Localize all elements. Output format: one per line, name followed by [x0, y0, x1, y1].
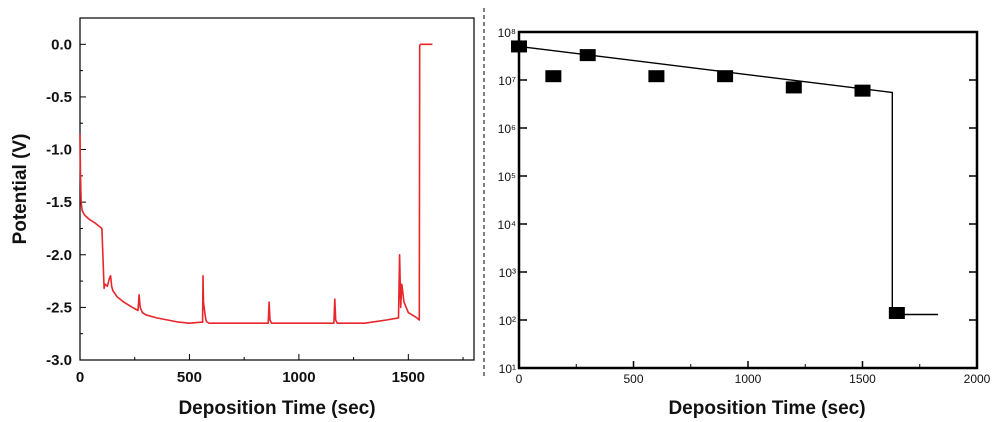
x-tick-label: 500	[623, 372, 643, 386]
data-point-marker	[854, 84, 871, 97]
fit-line	[518, 45, 939, 316]
y-tick-label: -0.5	[46, 89, 72, 106]
y-tick-label: 0.0	[51, 36, 72, 53]
x-tick-label: 2000	[964, 372, 991, 386]
y-tick-label: 10⁴	[497, 218, 516, 232]
data-point-marker	[545, 70, 562, 83]
x-tick-label: 1000	[282, 369, 315, 386]
x-tick-label: 500	[177, 369, 202, 386]
x-tick-label: 0	[76, 369, 84, 386]
log-plot-frame	[517, 30, 979, 370]
y-tick-label: 10⁶	[498, 122, 516, 136]
x-tick-label: 0	[516, 372, 523, 386]
x-tick-label: 1500	[849, 372, 876, 386]
potential-x-axis-title: Deposition Time (sec)	[178, 398, 375, 419]
y-tick-label: -3.0	[46, 352, 72, 369]
log-y-ticks: 10¹ 10² 10³ 10⁴ 10⁵ 10⁶ 10⁷ 10⁸	[497, 26, 977, 376]
y-tick-label: 10²	[499, 314, 516, 328]
potential-line	[79, 43, 433, 325]
y-tick-label: 10⁵	[498, 170, 516, 184]
potential-x-ticks: 0 500 1000 1500	[76, 354, 464, 386]
log-scale-chart: 0 500 1000 1500 2000 10¹10²10³10⁴10⁵10⁶10⁷10…	[483, 8, 991, 419]
y-tick-label: -2.5	[46, 299, 72, 316]
data-point-marker	[785, 81, 802, 94]
data-point-marker	[648, 70, 665, 83]
y-tick-label: 10¹	[499, 362, 516, 376]
y-tick-label: -1.0	[46, 142, 72, 159]
data-point-marker	[717, 70, 734, 83]
x-tick-label: 1000	[735, 372, 762, 386]
potential-plot-frame	[79, 17, 475, 361]
data-point-marker	[888, 306, 905, 319]
y-tick-label: 10³	[499, 266, 516, 280]
potential-y-axis-title: Potential (V)	[10, 134, 31, 245]
y-tick-label: -2.0	[46, 247, 72, 264]
data-point-marker	[511, 40, 527, 53]
potential-series	[79, 43, 433, 325]
y-tick-label: 10⁸	[498, 26, 516, 40]
data-point-marker	[579, 49, 596, 62]
log-x-ticks: 0 500 1000 1500 2000	[516, 361, 991, 386]
y-tick-label: 10⁷	[498, 74, 516, 88]
potential-y-ticks: 0.0 -0.5 -1.0 -1.5 -2.0 -2.5 -3.0	[46, 36, 86, 369]
y-tick-label: -1.5	[46, 194, 72, 211]
x-tick-label: 1500	[392, 369, 425, 386]
potential-chart: 0 500 1000 1500 0.0 -0.5 -1.0 -1.5 -2.0 -2.5 -3.0…	[10, 17, 475, 419]
log-x-axis-title: Deposition Time (sec)	[668, 398, 865, 419]
log-series	[511, 40, 939, 319]
